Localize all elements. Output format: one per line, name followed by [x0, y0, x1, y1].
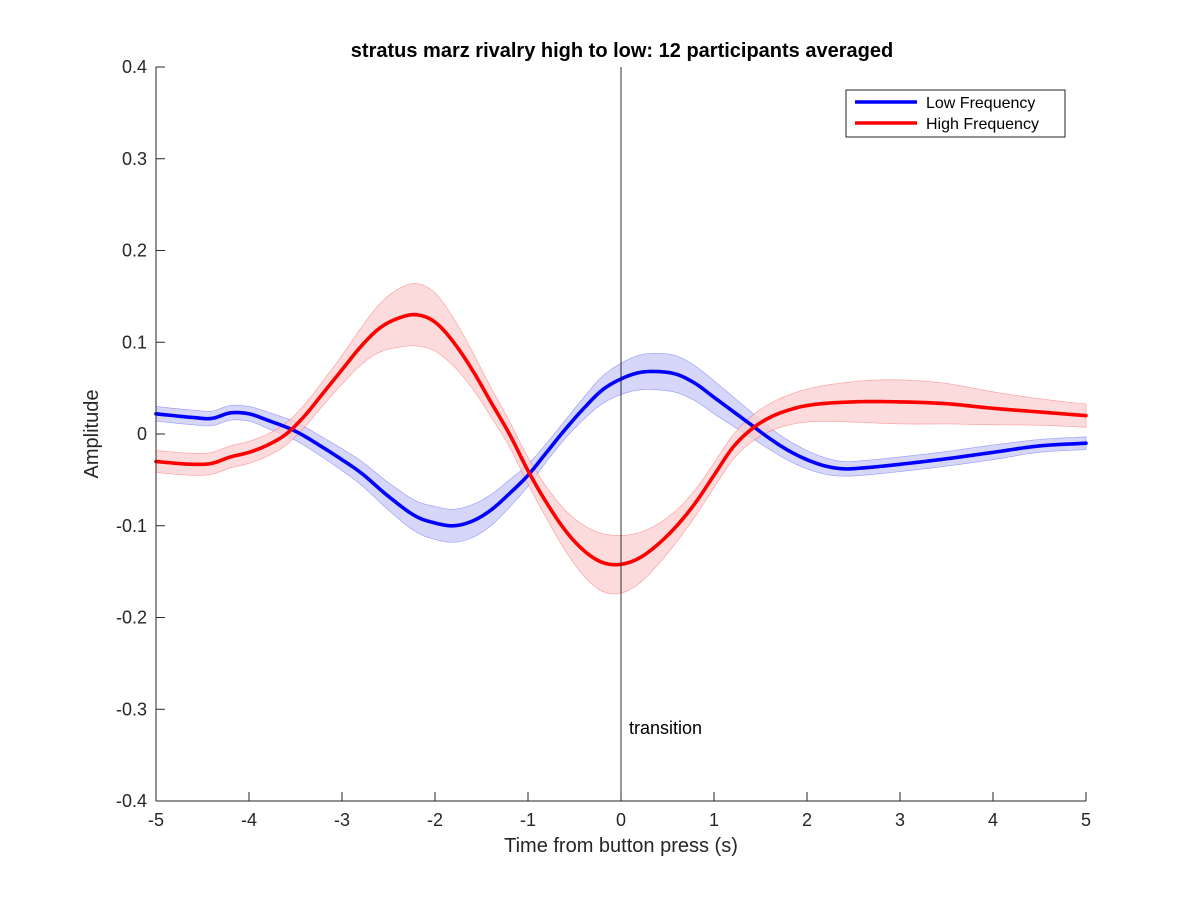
y-axis-label: Amplitude — [81, 390, 103, 479]
chart-title: stratus marz rivalry high to low: 12 par… — [351, 40, 893, 62]
y-tick-label: 0.2 — [122, 241, 147, 261]
x-tick-label: 4 — [988, 810, 998, 830]
x-tick-label: 3 — [895, 810, 905, 830]
y-tick-label: -0.1 — [116, 516, 147, 536]
legend-box — [845, 89, 1066, 138]
x-axis-ticks: -5 -4 -3 -2 -1 0 1 2 3 4 5 — [148, 792, 1091, 830]
x-tick-label: -5 — [148, 810, 164, 830]
y-tick-label: -0.2 — [116, 608, 147, 628]
x-tick-label: 1 — [709, 810, 719, 830]
transition-annotation: transition — [629, 718, 702, 738]
error-band-high-frequency — [155, 283, 1087, 595]
legend: Low Frequency High Frequency — [845, 89, 1066, 138]
x-tick-label: -3 — [334, 810, 350, 830]
y-tick-label: 0 — [137, 424, 147, 444]
x-tick-label: -1 — [520, 810, 536, 830]
y-tick-label: -0.3 — [116, 699, 147, 719]
y-tick-label: 0.4 — [122, 57, 147, 77]
legend-label: Low Frequency — [926, 95, 1035, 112]
y-tick-label: 0.1 — [122, 332, 147, 352]
y-axis-ticks: -0.4 -0.3 -0.2 -0.1 0 0.1 0.2 0.3 0.4 — [116, 57, 165, 811]
y-tick-label: 0.3 — [122, 149, 147, 169]
x-tick-label: 2 — [802, 810, 812, 830]
x-tick-label: 0 — [616, 810, 626, 830]
x-tick-label: -4 — [241, 810, 257, 830]
x-tick-label: 5 — [1081, 810, 1091, 830]
legend-label: High Frequency — [926, 116, 1039, 133]
x-axis-label: Time from button press (s) — [504, 835, 738, 857]
x-tick-label: -2 — [427, 810, 443, 830]
y-tick-label: -0.4 — [116, 791, 147, 811]
